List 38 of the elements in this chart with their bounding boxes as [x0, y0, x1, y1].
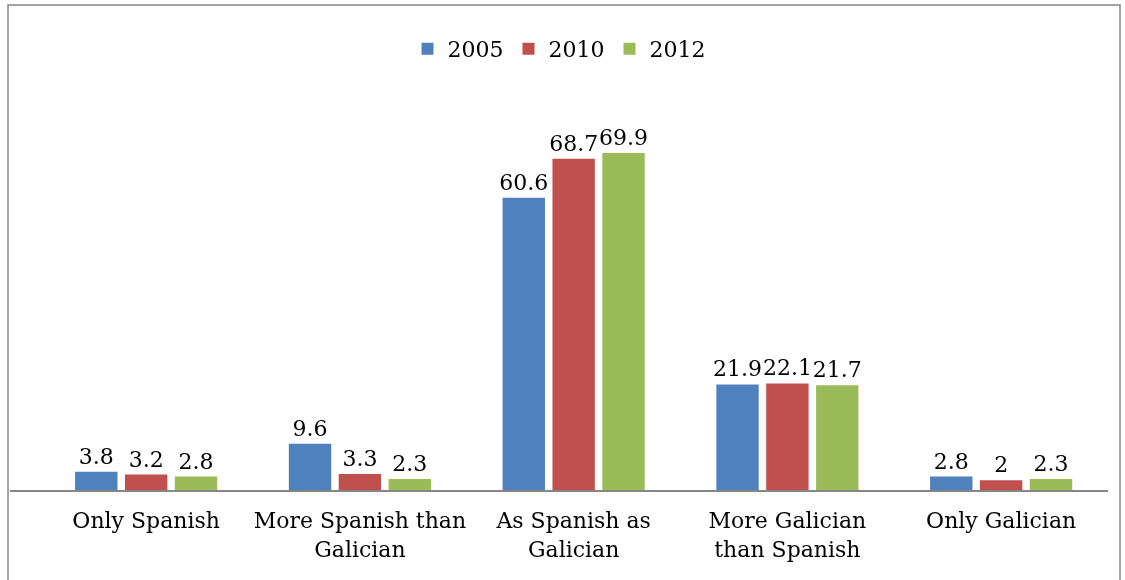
- bar: [552, 158, 595, 490]
- data-label: 21.9: [713, 356, 763, 382]
- bar: [75, 471, 118, 490]
- data-label: 9.6: [292, 415, 328, 441]
- bar: [979, 480, 1023, 490]
- bar: [1029, 478, 1073, 490]
- data-label: 3.8: [78, 443, 114, 469]
- bar: [174, 476, 218, 490]
- x-tick-label: As Spanish as Galician: [495, 508, 651, 562]
- data-label: 3.2: [128, 446, 164, 472]
- bar: [388, 478, 431, 490]
- bar: [766, 383, 809, 490]
- data-label: 21.7: [812, 357, 862, 383]
- data-label: 2.8: [933, 448, 969, 474]
- data-label: 68.7: [549, 130, 599, 156]
- x-tick-label: More Spanish than Galician: [253, 508, 467, 562]
- x-tick-label: Only Spanish: [72, 508, 220, 534]
- data-label: 2.3: [392, 450, 428, 476]
- bar: [602, 152, 645, 490]
- bar: [288, 443, 332, 490]
- bar: [124, 474, 168, 490]
- data-label: 69.9: [599, 124, 649, 150]
- x-tick-label: More Galician than Spanish: [708, 508, 867, 562]
- bar: [338, 474, 382, 490]
- legend-label: 2010: [548, 37, 605, 63]
- legend-label: 2005: [447, 37, 504, 63]
- x-tick-label: Only Galician: [926, 508, 1077, 534]
- data-label: 3.3: [342, 446, 378, 472]
- data-label: 2.3: [1033, 450, 1069, 476]
- bar: [502, 197, 545, 490]
- bar: [930, 476, 973, 490]
- data-label: 22.1: [762, 355, 812, 381]
- bar: [816, 385, 859, 490]
- data-label: 60.6: [499, 169, 549, 195]
- data-label: 2: [994, 452, 1009, 478]
- bar: [716, 384, 759, 490]
- legend-label: 2012: [649, 37, 706, 63]
- data-label: 2.8: [178, 448, 214, 474]
